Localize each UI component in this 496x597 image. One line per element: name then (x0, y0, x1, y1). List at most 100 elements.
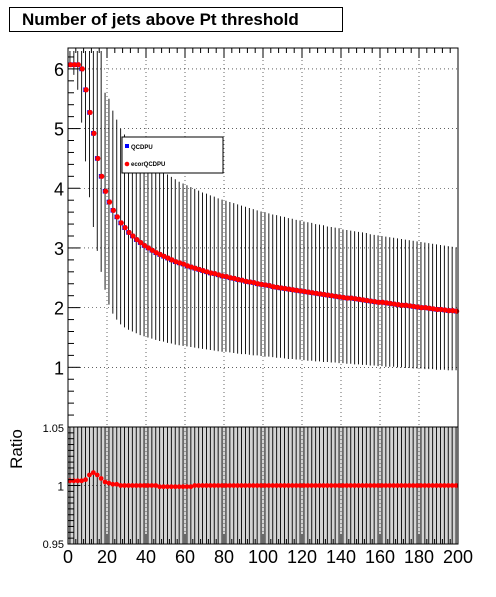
ecorqcdpu-point (364, 297, 370, 304)
main-plot-panel: 1 2 3 4 5 6 QCDPU ecorQCDPU (54, 47, 460, 428)
ecorqcdpu-point (407, 303, 413, 309)
ratio-point (379, 483, 385, 488)
main-y-tick-label: 5 (54, 120, 64, 140)
ecorqcdpu-point (379, 299, 386, 305)
ecorqcdpu-point (130, 233, 136, 239)
ecorqcdpu-point (411, 303, 417, 310)
ratio-point (149, 483, 155, 488)
ratio-point (262, 483, 268, 488)
ecorqcdpu-point (114, 214, 120, 220)
ecorqcdpu-point (313, 290, 319, 296)
ecorqcdpu-point (442, 307, 448, 313)
ecorqcdpu-point (305, 289, 312, 295)
ecorqcdpu-point (173, 259, 179, 265)
ecorqcdpu-point (383, 300, 390, 306)
ratio-point (211, 483, 217, 488)
ecorqcdpu-point (387, 300, 393, 307)
ratio-point (98, 476, 104, 481)
ecorqcdpu-point (348, 295, 354, 301)
ecorqcdpu-point (344, 295, 351, 301)
ratio-point (414, 483, 420, 488)
ecorqcdpu-point (399, 302, 405, 308)
ratio-point (336, 483, 342, 488)
ecorqcdpu-point (352, 296, 358, 302)
ecorqcdpu-point (103, 188, 109, 194)
ratio-y-tick-label: 1.05 (43, 423, 64, 435)
ecorqcdpu-point (161, 253, 167, 259)
ecorqcdpu-point (216, 272, 222, 278)
ratio-point (387, 483, 393, 488)
ratio-point (278, 483, 283, 488)
ecorqcdpu-point (337, 294, 343, 300)
ecorqcdpu-point (235, 276, 241, 283)
ratio-point (430, 483, 436, 488)
ecorqcdpu-point (157, 251, 163, 258)
ecorqcdpu-point (87, 109, 93, 116)
ratio-point (102, 479, 108, 485)
ecorqcdpu-point (391, 301, 397, 307)
ecorqcdpu-point (274, 284, 280, 290)
ratio-point (196, 483, 202, 488)
ecorqcdpu-point (99, 173, 105, 179)
ratio-point (157, 484, 163, 490)
ratio-point (79, 478, 85, 484)
ecorqcdpu-point (430, 306, 436, 312)
ratio-point (453, 483, 459, 488)
x-tick-label: 20 (97, 547, 117, 567)
ratio-point (340, 483, 346, 488)
ratio-y-tick-label: 1 (57, 480, 64, 494)
ratio-point (114, 481, 120, 487)
ecorqcdpu-point (75, 62, 81, 68)
ratio-point (328, 483, 334, 488)
x-tick-label: 100 (248, 547, 278, 567)
ecorqcdpu-point (169, 257, 175, 263)
ratio-point (141, 483, 147, 488)
ecorqcdpu-point (165, 255, 171, 261)
ecorqcdpu-point (71, 62, 78, 68)
ratio-point (87, 472, 92, 478)
ecorqcdpu-point (67, 62, 74, 68)
ecorqcdpu-point (231, 275, 237, 281)
ratio-point (231, 483, 237, 488)
ratio-point (246, 483, 252, 488)
ratio-point (118, 483, 124, 488)
ratio-y-tick-label: 0.95 (43, 539, 64, 551)
ratio-point (402, 483, 408, 488)
ratio-point (75, 478, 81, 484)
x-tick-label: 180 (404, 547, 434, 567)
ecorqcdpu-point (126, 229, 132, 236)
ratio-plot-panel: 0.95 1 1.05 Ratio 0 20 40 60 80 100 120 140 160 180 20… (7, 423, 473, 567)
chart-title: Number of jets above Pt threshold (9, 7, 343, 32)
x-tick-label: 160 (365, 547, 395, 567)
legend-box (121, 136, 224, 174)
ecorqcdpu-point (192, 265, 198, 271)
ratio-point (348, 483, 354, 488)
ratio-point (313, 483, 319, 488)
ecorqcdpu-point (262, 282, 269, 288)
ecorqcdpu-point (196, 266, 202, 273)
ecorqcdpu-point (188, 264, 195, 270)
main-y-tick-label: 2 (54, 299, 64, 319)
main-y-tick-label: 4 (54, 179, 64, 199)
ecorqcdpu-point (438, 306, 444, 313)
ecorqcdpu-point (434, 306, 440, 313)
ratio-point (223, 483, 229, 488)
ratio-point (399, 483, 404, 488)
ratio-point (438, 483, 443, 488)
ratio-point (406, 483, 412, 488)
ratio-point (309, 483, 315, 488)
ratio-point (449, 483, 455, 488)
ratio-point (352, 483, 358, 488)
ecorqcdpu-point (286, 286, 292, 292)
ecorqcdpu-point (227, 275, 234, 281)
ratio-point (153, 483, 159, 488)
ecorqcdpu-point (270, 284, 276, 290)
ratio-point (184, 484, 190, 490)
ecorqcdpu-point (106, 199, 113, 205)
ratio-point (227, 483, 233, 488)
ecorqcdpu-point (223, 273, 230, 280)
ratio-point (200, 483, 205, 488)
ratio-point (168, 484, 174, 490)
ratio-point (129, 483, 135, 488)
ecorqcdpu-point (368, 298, 374, 304)
